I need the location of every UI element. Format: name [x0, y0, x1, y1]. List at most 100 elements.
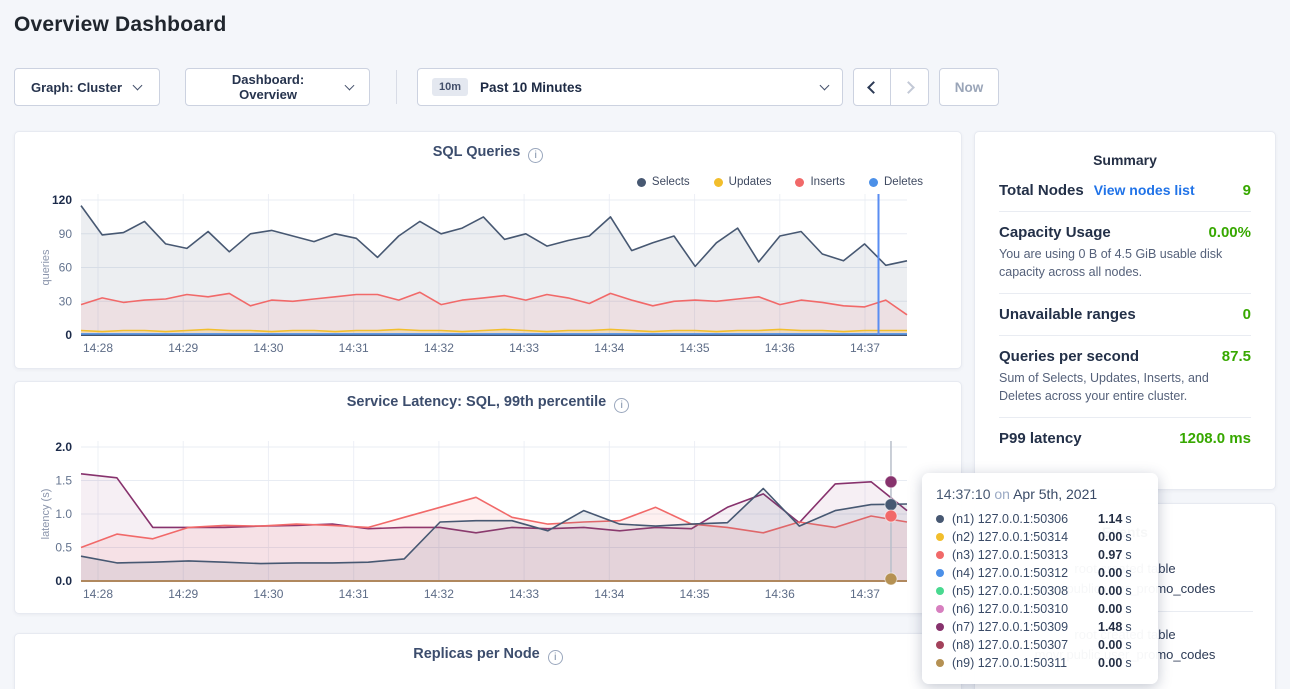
legend-item-inserts[interactable]: Inserts — [795, 176, 845, 188]
tooltip-node-unit: s — [1125, 602, 1132, 616]
tooltip-node-value: 0.00 — [1098, 566, 1123, 580]
summary-rows: Total Nodes View nodes list 9 Capacity Usag… — [975, 170, 1275, 459]
summary-row-1: Total Nodes View nodes list 9 — [999, 170, 1251, 211]
svg-text:14:35: 14:35 — [680, 341, 710, 355]
chart-title-text: SQL Queries — [432, 144, 521, 160]
legend-item-updates[interactable]: Updates — [713, 176, 772, 188]
svg-text:2.0: 2.0 — [55, 440, 72, 454]
svg-text:120: 120 — [52, 193, 72, 207]
time-range-label: Past 10 Minutes — [480, 79, 583, 95]
tooltip-node-label: (n7) 127.0.0.1:50309 — [952, 620, 1069, 634]
svg-text:queries: queries — [40, 249, 52, 286]
legend-dot-icon — [713, 177, 723, 187]
time-range-selector[interactable]: 10m Past 10 Minutes — [417, 68, 843, 106]
tooltip-node-value: 0.00 — [1098, 584, 1123, 598]
now-button[interactable]: Now — [939, 68, 999, 106]
summary-panel: Summary Total Nodes View nodes list 9 Capac… — [974, 131, 1276, 490]
legend-dot-icon — [869, 177, 878, 187]
summary-row-5: P99 latency 1208.0 ms — [999, 417, 1251, 459]
summary-row-value: 1208.0 ms — [1179, 430, 1251, 447]
svg-text:0: 0 — [65, 328, 72, 342]
tooltip-node-value: 1.48 — [1098, 620, 1123, 634]
summary-row-value: 87.5 — [1221, 348, 1251, 365]
node-color-dot-icon — [936, 641, 944, 649]
chart-title-text: Service Latency: SQL, 99th percentile — [346, 394, 607, 410]
service-latency-chart[interactable]: 14:28 14:29 14:30 14:31 14:32 14:33 14:34 14:35… — [15, 382, 963, 615]
service-latency-panel: Service Latency: SQL, 99th percentile i 1… — [14, 381, 962, 614]
tooltip-node-unit: s — [1125, 548, 1132, 562]
tooltip-node-label: (n6) 127.0.0.1:50310 — [952, 602, 1069, 616]
legend-label: Updates — [728, 176, 772, 188]
legend-item-selects[interactable]: Selects — [636, 176, 690, 188]
tooltip-node-label: (n4) 127.0.0.1:50312 — [952, 566, 1069, 580]
svg-text:14:37: 14:37 — [850, 341, 880, 355]
svg-text:latency (s): latency (s) — [40, 489, 52, 540]
chevron-left-icon — [867, 80, 880, 94]
tooltip-time: 14:37:10 — [936, 486, 991, 502]
time-next-button[interactable] — [891, 68, 929, 106]
tooltip-node-value: 0.00 — [1098, 530, 1123, 544]
summary-row-description: Sum of Selects, Updates, Inserts, and De… — [999, 371, 1209, 403]
tooltip-node-unit: s — [1125, 566, 1132, 580]
chevron-down-icon — [132, 80, 143, 90]
tooltip-node-row: (n3) 127.0.0.1:50313 0.97 s — [936, 546, 1144, 564]
node-color-dot-icon — [936, 515, 944, 523]
svg-text:14:32: 14:32 — [424, 341, 454, 355]
tooltip-node-label: (n9) 127.0.0.1:50311 — [952, 656, 1068, 670]
tooltip-node-label: (n8) 127.0.0.1:50307 — [952, 638, 1069, 652]
tooltip-node-label: (n3) 127.0.0.1:50313 — [952, 548, 1069, 562]
tooltip-node-value: 1.14 — [1098, 512, 1123, 526]
time-range-badge: 10m — [432, 78, 469, 96]
svg-text:1.0: 1.0 — [55, 507, 72, 521]
svg-text:14:34: 14:34 — [594, 587, 624, 601]
tooltip-node-row: (n8) 127.0.0.1:50307 0.00 s — [936, 636, 1144, 654]
summary-row-label: Capacity Usage — [999, 224, 1111, 241]
tooltip-node-unit: s — [1125, 584, 1132, 598]
info-icon[interactable]: i — [547, 650, 563, 665]
summary-row-label: Unavailable ranges — [999, 306, 1136, 323]
summary-row-head: Unavailable ranges 0 — [999, 306, 1251, 323]
view-nodes-list-link[interactable]: View nodes list — [1093, 182, 1195, 198]
time-prev-button[interactable] — [853, 68, 891, 106]
service-latency-title: Service Latency: SQL, 99th percentile i — [15, 394, 961, 413]
svg-text:14:36: 14:36 — [765, 341, 795, 355]
node-color-dot-icon — [936, 569, 944, 577]
info-icon[interactable]: i — [614, 398, 630, 413]
graph-dropdown-label: Graph: Cluster — [31, 79, 123, 95]
tooltip-node-label: (n5) 127.0.0.1:50308 — [952, 584, 1069, 598]
tooltip-node-row: (n1) 127.0.0.1:50306 1.14 s — [936, 510, 1144, 528]
tooltip-node-row: (n6) 127.0.0.1:50310 0.00 s — [936, 600, 1144, 618]
tooltip-node-label: (n2) 127.0.0.1:50314 — [952, 530, 1069, 544]
svg-text:14:31: 14:31 — [339, 341, 369, 355]
sql-queries-chart[interactable]: 14:28 14:29 14:30 14:31 14:32 14:33 14:34 14:35… — [15, 132, 963, 370]
tooltip-node-value: 0.97 — [1098, 548, 1123, 562]
tooltip-node-unit: s — [1125, 656, 1132, 670]
node-color-dot-icon — [936, 659, 944, 667]
graph-dropdown[interactable]: Graph: Cluster — [14, 68, 160, 106]
summary-row-head: Queries per second 87.5 — [999, 348, 1251, 365]
time-nav-group — [853, 68, 929, 106]
svg-text:0.5: 0.5 — [55, 541, 72, 555]
summary-row-value: 0.00% — [1208, 224, 1251, 241]
tooltip-node-value: 0.00 — [1098, 638, 1123, 652]
sql-queries-title: SQL Queries i — [15, 144, 961, 163]
node-color-dot-icon — [936, 605, 944, 613]
svg-text:14:37: 14:37 — [850, 587, 880, 601]
svg-text:14:34: 14:34 — [594, 341, 624, 355]
summary-row-4: Queries per second 87.5 Sum of Selects, Up… — [999, 335, 1251, 417]
summary-row-value: 0 — [1242, 306, 1251, 323]
summary-row-label: P99 latency — [999, 430, 1082, 447]
info-icon[interactable]: i — [528, 148, 544, 163]
svg-text:90: 90 — [59, 227, 73, 241]
dashboard-dropdown[interactable]: Dashboard: Overview — [185, 68, 370, 106]
summary-title: Summary — [1093, 152, 1157, 168]
svg-text:1.5: 1.5 — [55, 474, 72, 488]
legend-item-deletes[interactable]: Deletes — [869, 176, 923, 188]
tooltip-node-unit: s — [1125, 530, 1132, 544]
tooltip-node-row: (n2) 127.0.0.1:50314 0.00 s — [936, 528, 1144, 546]
svg-text:14:33: 14:33 — [509, 587, 539, 601]
tooltip-node-value: 0.00 — [1098, 656, 1123, 670]
svg-text:0.0: 0.0 — [55, 574, 72, 588]
tooltip-node-label: (n1) 127.0.0.1:50306 — [952, 512, 1069, 526]
legend-label: Selects — [651, 176, 690, 188]
